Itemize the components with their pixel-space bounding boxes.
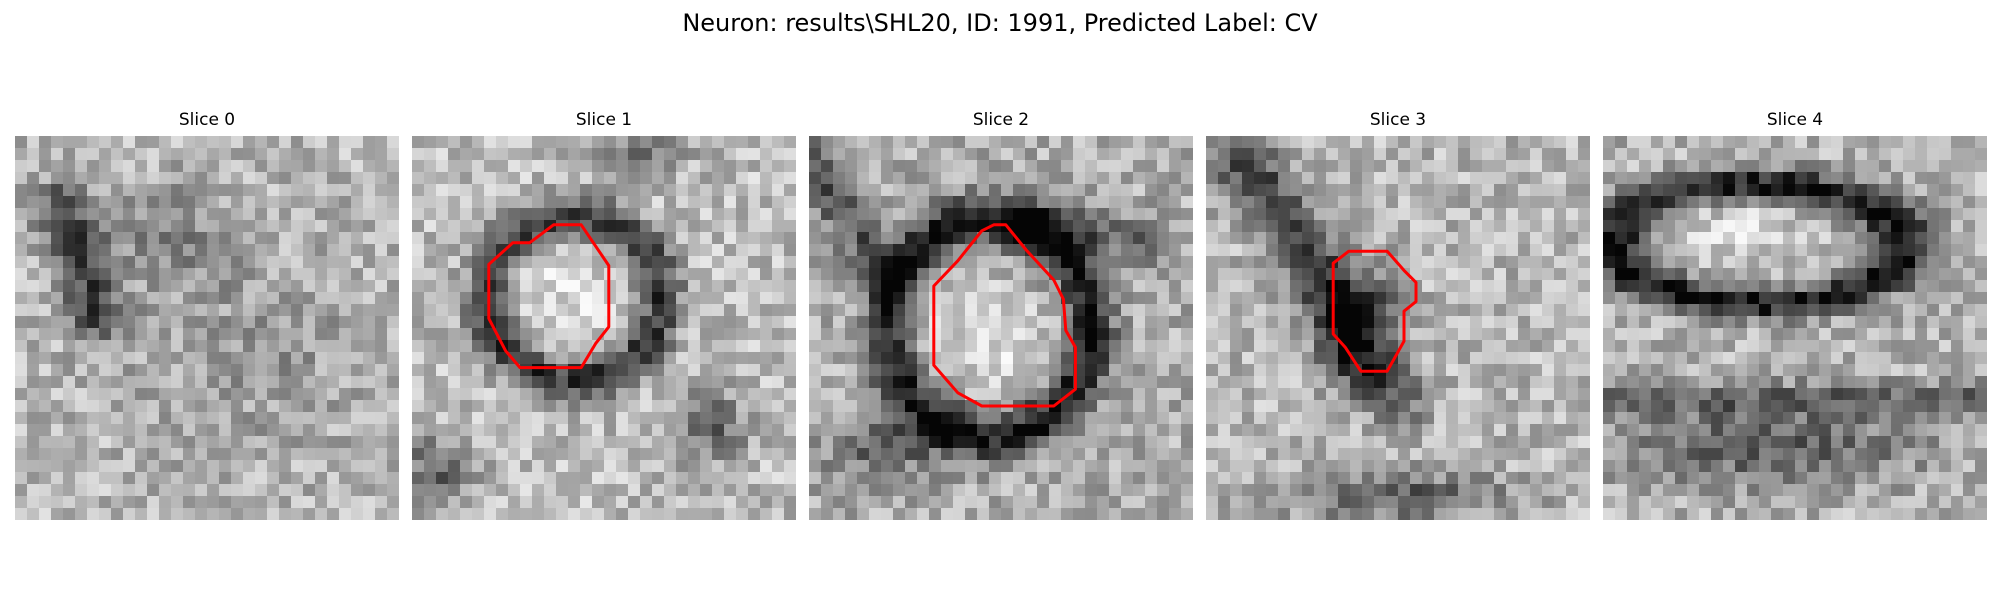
slice-2-contour [932, 223, 1077, 408]
slice-1-contour [487, 223, 611, 370]
slice-4-image [1603, 136, 1987, 520]
slice-2-title: Slice 2 [972, 110, 1030, 130]
slice-1-image [412, 136, 796, 520]
slice-3-image [1206, 136, 1590, 520]
slice-panel-1: Slice 1 [412, 108, 796, 520]
slice-3-title: Slice 3 [1369, 110, 1427, 130]
slice-0-image [15, 136, 399, 520]
slice-2-image [809, 136, 1193, 520]
slice-4-title: Slice 4 [1766, 110, 1824, 130]
figure-title: Neuron: results\SHL20, ID: 1991, Predict… [682, 9, 1318, 37]
slice-0-title: Slice 0 [178, 110, 236, 130]
slice-3-contour [1331, 249, 1418, 373]
slice-panel-0: Slice 0 [15, 108, 399, 520]
slice-1-title: Slice 1 [575, 110, 633, 130]
slice-panel-4: Slice 4 [1603, 108, 1987, 520]
slice-panel-2: Slice 2 [809, 108, 1193, 520]
slice-panel-3: Slice 3 [1206, 108, 1590, 520]
